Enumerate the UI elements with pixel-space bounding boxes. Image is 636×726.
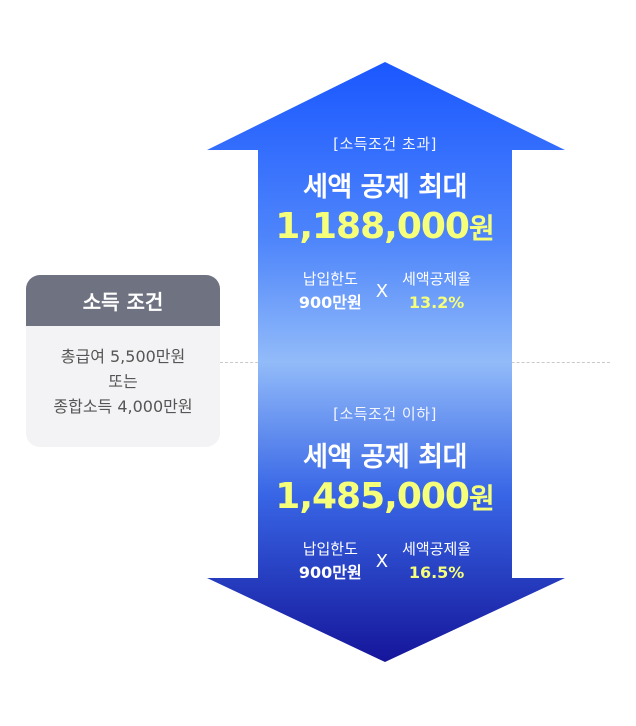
lower-limit-value: 900만원 <box>298 563 362 582</box>
upper-formula: 납입한도 900만원 X 세액공제율 13.2% <box>258 267 512 315</box>
condition-body: 총급여 5,500만원 또는 종합소득 4,000만원 <box>26 326 220 419</box>
upper-limit-label: 납입한도 <box>302 270 358 288</box>
upper-rate: 세액공제율 13.2% <box>402 267 471 315</box>
lower-rate: 세액공제율 16.5% <box>402 537 471 585</box>
upper-amount: 1,188,000원 <box>258 206 512 247</box>
lower-amount: 1,485,000원 <box>258 476 512 517</box>
lower-label: [소득조건 이하] <box>333 405 437 423</box>
multiply-icon: X <box>375 550 389 572</box>
lower-rate-label: 세액공제율 <box>402 540 472 558</box>
upper-rate-label: 세액공제율 <box>402 270 472 288</box>
upper-label: [소득조건 초과] <box>333 135 437 153</box>
condition-line: 총급여 5,500만원 <box>60 347 186 366</box>
lower-headline: 세액 공제 최대 <box>303 442 467 473</box>
lower-panel: [소득조건 이하] 세액 공제 최대 1,485,000원 납입한도 900만원… <box>258 403 512 585</box>
lower-formula: 납입한도 900만원 X 세액공제율 16.5% <box>258 537 512 585</box>
condition-line: 또는 <box>108 372 138 391</box>
upper-panel: [소득조건 초과] 세액 공제 최대 1,188,000원 납입한도 900만원… <box>258 133 512 315</box>
lower-rate-value: 16.5% <box>408 563 465 582</box>
upper-amount-value: 1,188,000 <box>275 206 470 247</box>
condition-line: 종합소득 4,000만원 <box>53 397 193 416</box>
lower-amount-unit: 원 <box>468 482 495 515</box>
lower-limit-label: 납입한도 <box>302 540 358 558</box>
lower-limit: 납입한도 900만원 <box>299 537 362 585</box>
upper-amount-unit: 원 <box>468 212 495 245</box>
multiply-icon: X <box>375 280 389 302</box>
lower-amount-value: 1,485,000 <box>275 476 470 517</box>
upper-limit-value: 900만원 <box>298 293 362 312</box>
income-condition-card: 소득 조건 총급여 5,500만원 또는 종합소득 4,000만원 <box>26 275 220 447</box>
condition-title: 소득 조건 <box>26 275 220 326</box>
upper-limit: 납입한도 900만원 <box>299 267 362 315</box>
upper-rate-value: 13.2% <box>408 293 465 312</box>
arrow-shape <box>207 62 565 662</box>
upper-headline: 세액 공제 최대 <box>303 172 467 203</box>
